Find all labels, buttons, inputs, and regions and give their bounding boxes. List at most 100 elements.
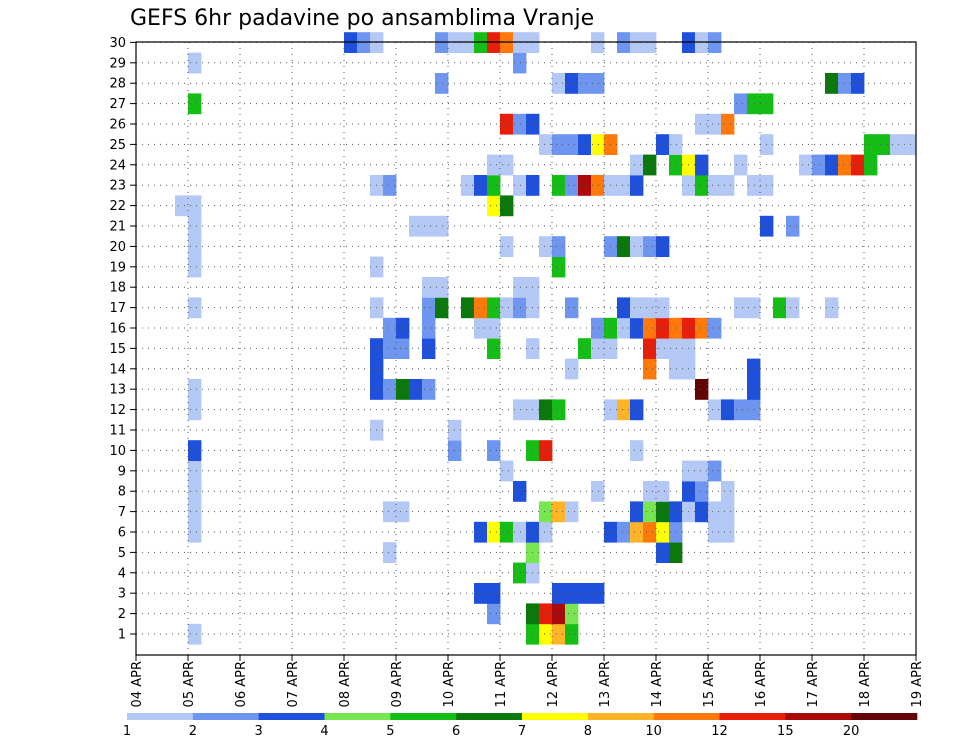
heatmap-cell bbox=[643, 338, 657, 359]
heatmap-cell bbox=[565, 175, 579, 196]
x-tick-label: 15 APR bbox=[702, 661, 717, 707]
heatmap-cell bbox=[721, 175, 735, 196]
heatmap-cell bbox=[734, 297, 748, 319]
legend-swatch bbox=[522, 713, 589, 720]
heatmap-cell bbox=[513, 481, 527, 502]
heatmap-cell bbox=[799, 154, 813, 176]
heatmap-cell bbox=[500, 297, 514, 319]
legend-swatch bbox=[390, 713, 457, 720]
heatmap-cell bbox=[708, 317, 722, 339]
heatmap-cell bbox=[708, 399, 722, 421]
heatmap-cell bbox=[435, 297, 449, 319]
heatmap-cell bbox=[422, 317, 436, 339]
heatmap-cell bbox=[500, 154, 514, 176]
heatmap-cell bbox=[643, 501, 657, 523]
legend-swatch bbox=[456, 713, 523, 720]
heatmap-cell bbox=[617, 297, 631, 319]
legend-label: 7 bbox=[518, 724, 526, 739]
heatmap-cell bbox=[565, 501, 579, 523]
y-tick-label: 29 bbox=[109, 56, 126, 71]
heatmap-cell bbox=[474, 297, 488, 319]
heatmap-cell bbox=[721, 521, 735, 543]
heatmap-cell bbox=[864, 134, 878, 155]
heatmap-cell bbox=[175, 195, 189, 217]
heatmap-cell bbox=[669, 501, 683, 523]
legend-swatch bbox=[258, 713, 325, 720]
x-tick-label: 19 APR bbox=[910, 661, 925, 707]
heatmap-cell bbox=[513, 113, 527, 135]
heatmap-cell bbox=[591, 73, 605, 94]
heatmap-cell bbox=[552, 175, 566, 196]
heatmap-cell bbox=[864, 154, 878, 176]
y-tick-label: 28 bbox=[109, 77, 126, 92]
y-tick-label: 4 bbox=[118, 566, 126, 581]
y-tick-label: 1 bbox=[118, 628, 126, 643]
heatmap-cell bbox=[487, 297, 501, 319]
x-tick-label: 14 APR bbox=[650, 661, 665, 707]
heatmap-cell bbox=[565, 583, 579, 604]
heatmap-cell bbox=[643, 317, 657, 339]
heatmap-cell bbox=[474, 583, 488, 604]
heatmap-cell bbox=[487, 440, 501, 461]
heatmap-cell bbox=[630, 399, 644, 421]
y-tick-label: 15 bbox=[109, 342, 126, 357]
heatmap-cell bbox=[578, 583, 592, 604]
heatmap-cell bbox=[188, 399, 202, 421]
heatmap-cell bbox=[721, 481, 735, 502]
heatmap-cell bbox=[383, 175, 397, 196]
heatmap-cell bbox=[383, 542, 397, 563]
heatmap-cell bbox=[487, 583, 501, 604]
heatmap-cell bbox=[669, 154, 683, 176]
x-tick-label: 06 APR bbox=[234, 661, 249, 707]
legend-label: 20 bbox=[843, 724, 860, 739]
heatmap-cell bbox=[552, 603, 566, 625]
x-tick-label: 09 APR bbox=[390, 661, 405, 707]
heatmap-cell bbox=[188, 236, 202, 257]
y-tick-label: 25 bbox=[109, 138, 126, 153]
x-axis: 04 APR 05 APR 06 APR 07 APR 08 APR 09 APR 10 A… bbox=[130, 655, 925, 707]
heatmap-cell bbox=[591, 583, 605, 604]
heatmap-cell bbox=[695, 501, 709, 523]
legend-swatch bbox=[587, 713, 654, 720]
y-tick-label: 8 bbox=[118, 485, 126, 500]
heatmap-cell bbox=[669, 521, 683, 543]
heatmap-cell bbox=[617, 175, 631, 196]
y-tick-label: 20 bbox=[109, 240, 126, 255]
heatmap-cell bbox=[747, 379, 761, 400]
heatmap-cell bbox=[487, 338, 501, 359]
heatmap-cell bbox=[513, 399, 527, 421]
heatmap-cell bbox=[708, 175, 722, 196]
heatmap-cell bbox=[383, 379, 397, 400]
heatmap-cell bbox=[630, 521, 644, 543]
heatmap-cell bbox=[383, 338, 397, 359]
heatmap-cell bbox=[188, 481, 202, 502]
heatmap-cell bbox=[630, 501, 644, 523]
x-tick-label: 04 APR bbox=[130, 661, 145, 707]
heatmap-cell bbox=[630, 440, 644, 461]
y-tick-label: 24 bbox=[109, 158, 126, 173]
heatmap-cell bbox=[617, 521, 631, 543]
heatmap-cell bbox=[487, 175, 501, 196]
heatmap-cell bbox=[487, 195, 501, 217]
heatmap-cell bbox=[747, 175, 761, 196]
heatmap-cell bbox=[669, 542, 683, 563]
y-tick-label: 19 bbox=[109, 260, 126, 275]
legend-label: 3 bbox=[255, 724, 263, 739]
heatmap-cell bbox=[422, 379, 436, 400]
heatmap-cell bbox=[188, 460, 202, 482]
heatmap-cell bbox=[383, 501, 397, 523]
legend-swatch bbox=[785, 713, 852, 720]
x-tick-label: 13 APR bbox=[598, 661, 613, 707]
heatmap-cell bbox=[630, 154, 644, 176]
y-tick-label: 27 bbox=[109, 97, 126, 112]
heatmap-cell bbox=[630, 317, 644, 339]
heatmap-cell bbox=[617, 317, 631, 339]
heatmap-cell bbox=[669, 358, 683, 380]
heatmap-cell bbox=[656, 134, 670, 155]
heatmap-cell bbox=[552, 501, 566, 523]
heatmap-cell bbox=[552, 583, 566, 604]
heatmap-cell bbox=[513, 297, 527, 319]
legend-label: 6 bbox=[452, 724, 460, 739]
heatmap-cell bbox=[747, 297, 761, 319]
